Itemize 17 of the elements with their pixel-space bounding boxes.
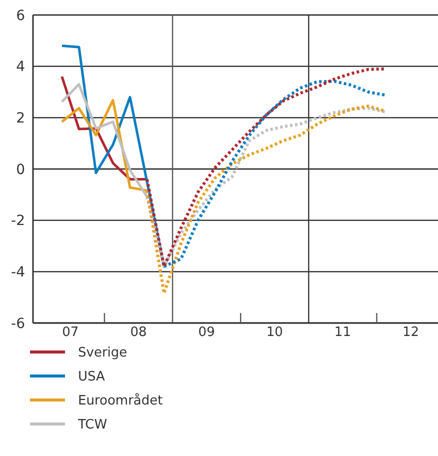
legend-label: TCW [77, 418, 108, 433]
x-tick-label: 11 [334, 325, 351, 340]
legend-label: Euroområdet [78, 392, 163, 409]
y-tick-label: 6 [16, 8, 26, 24]
y-tick-label: 4 [16, 59, 26, 76]
y-tick-label: 0 [16, 162, 25, 178]
x-tick-label: 12 [402, 325, 420, 340]
x-tick-label: 09 [198, 325, 215, 340]
legend-label: Sverige [78, 346, 128, 361]
y-tick-label: 2 [16, 110, 25, 127]
y-tick-label: -6 [11, 316, 26, 332]
legend-label: USA [78, 370, 106, 385]
y-tick-label: -4 [11, 264, 26, 281]
x-tick-label: 07 [62, 325, 79, 340]
x-tick-label: 08 [130, 325, 147, 340]
x-tick-label: 10 [266, 325, 283, 340]
y-tick-label: -2 [11, 213, 25, 230]
